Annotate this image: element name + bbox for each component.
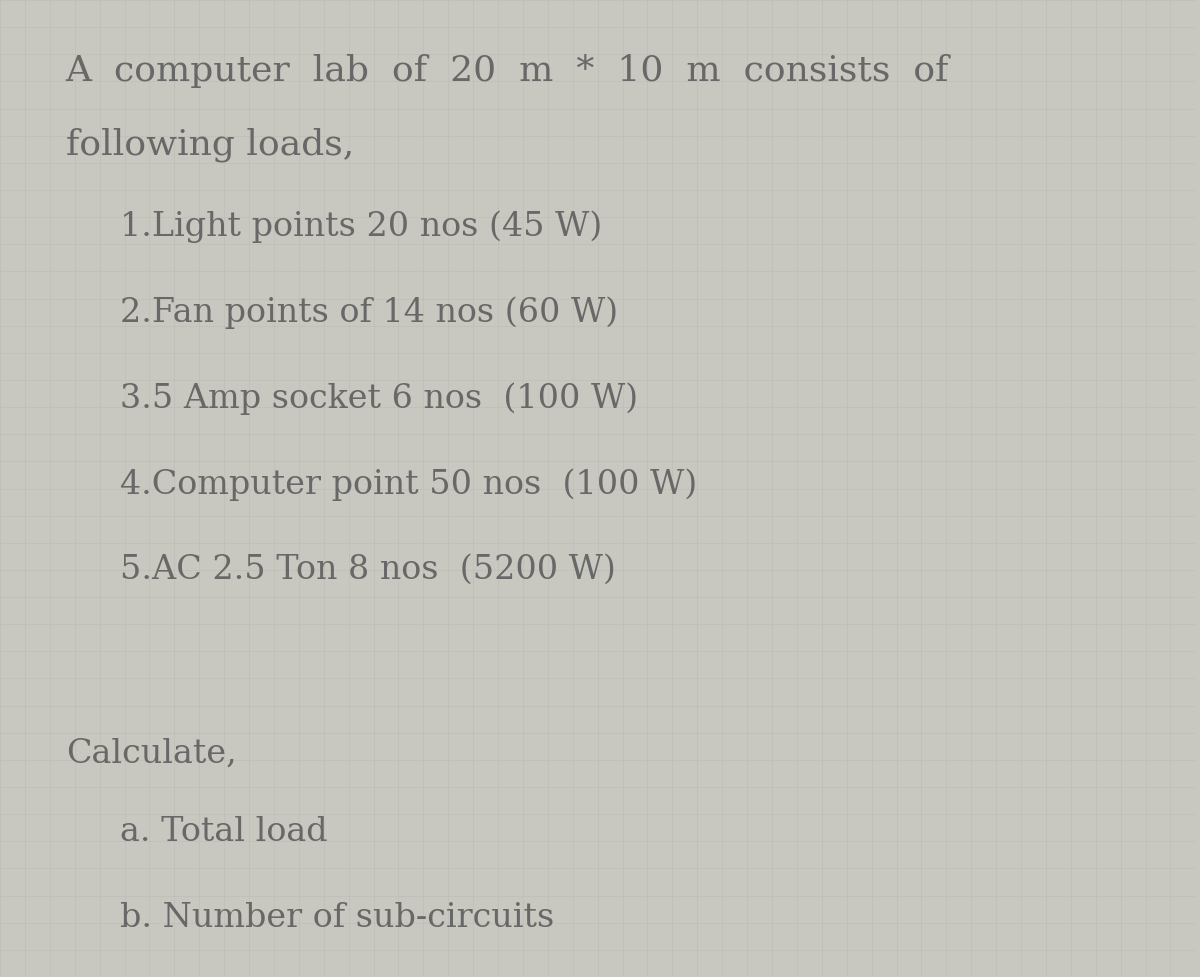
- Text: following loads,: following loads,: [66, 127, 354, 161]
- Text: b. Number of sub-circuits: b. Number of sub-circuits: [120, 902, 553, 934]
- Text: A  computer  lab  of  20  m  *  10  m  consists  of: A computer lab of 20 m * 10 m consists o…: [66, 54, 949, 88]
- Text: 2.Fan points of 14 nos (60 W): 2.Fan points of 14 nos (60 W): [120, 296, 618, 328]
- Text: a. Total load: a. Total load: [120, 816, 328, 848]
- Text: 1.Light points 20 nos (45 W): 1.Light points 20 nos (45 W): [120, 210, 601, 242]
- Text: 3.5 Amp socket 6 nos  (100 W): 3.5 Amp socket 6 nos (100 W): [120, 382, 637, 414]
- Text: 4.Computer point 50 nos  (100 W): 4.Computer point 50 nos (100 W): [120, 468, 697, 500]
- Text: Calculate,: Calculate,: [66, 738, 236, 770]
- Text: 5.AC 2.5 Ton 8 nos  (5200 W): 5.AC 2.5 Ton 8 nos (5200 W): [120, 554, 616, 586]
